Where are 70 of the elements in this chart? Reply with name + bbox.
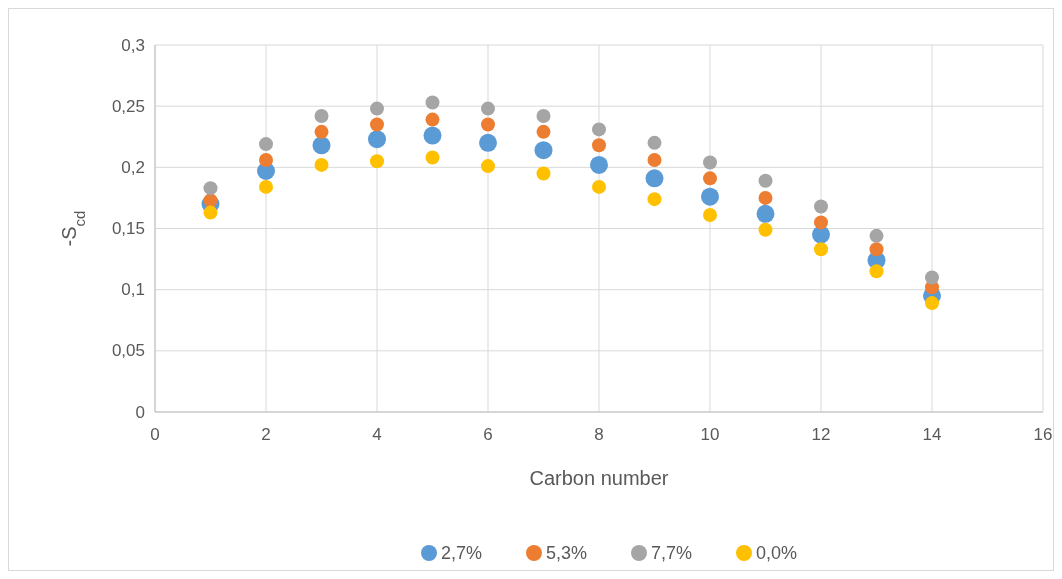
x-tick-label: 12: [811, 425, 831, 444]
point: [259, 137, 273, 152]
x-tick-label: 2: [261, 425, 271, 444]
y-tick-label: 0,15: [111, 219, 145, 238]
point: [869, 264, 884, 279]
x-tick-label: 6: [483, 425, 493, 444]
point: [481, 159, 495, 174]
point: [703, 171, 717, 186]
point: [869, 228, 884, 243]
point: [314, 124, 329, 139]
y-tick-label: 0,05: [111, 341, 145, 361]
legend-label: 2,7%: [441, 543, 483, 563]
point: [203, 205, 218, 220]
point: [536, 166, 551, 181]
x-tick-label: 4: [372, 425, 382, 444]
point: [314, 157, 329, 172]
point: [479, 133, 497, 152]
point: [758, 222, 773, 237]
point: [368, 130, 386, 149]
legend-label: 7,7%: [651, 543, 693, 563]
point: [758, 173, 773, 188]
point: [425, 150, 440, 165]
point: [701, 187, 719, 206]
point: [647, 192, 662, 207]
point: [925, 296, 939, 311]
legend-label: 0,0%: [756, 543, 798, 563]
point: [756, 204, 775, 223]
point: [592, 179, 606, 194]
point: [925, 270, 939, 285]
point: [370, 154, 384, 169]
point: [312, 136, 331, 155]
point: [481, 117, 495, 132]
point: [534, 141, 553, 160]
y-tick-label: 0: [135, 402, 145, 422]
y-tick-label: 0,25: [111, 96, 145, 116]
y-tick-label: 0,2: [121, 157, 145, 177]
x-axis-title: Carbon number: [529, 467, 669, 489]
point: [814, 242, 828, 257]
point: [814, 215, 828, 230]
legend-label: 5,3%: [546, 543, 588, 563]
y-tick-label: 0,3: [121, 35, 145, 55]
point: [647, 152, 662, 167]
point: [370, 101, 384, 116]
point: [536, 108, 551, 123]
point: [590, 155, 608, 174]
x-tick-label: 10: [700, 425, 720, 444]
point: [645, 169, 664, 188]
point: [423, 126, 442, 145]
point: [259, 152, 273, 167]
point: [869, 242, 884, 257]
point: [425, 95, 440, 110]
point: [703, 155, 717, 170]
x-tick-label: 0: [150, 425, 160, 444]
point: [425, 112, 440, 127]
point: [592, 122, 606, 137]
point: [481, 101, 495, 116]
point: [370, 117, 384, 132]
point: [203, 181, 218, 196]
x-tick-label: 8: [594, 425, 604, 444]
y-tick-label: 0,1: [121, 280, 145, 300]
x-tick-label: 16: [1033, 425, 1053, 444]
x-tick-label: 14: [922, 425, 942, 444]
point: [703, 208, 717, 223]
point: [536, 124, 551, 139]
point: [814, 199, 828, 214]
point: [314, 108, 329, 123]
point: [758, 190, 773, 205]
point: [647, 135, 662, 150]
point: [592, 138, 606, 153]
point: [259, 179, 273, 194]
